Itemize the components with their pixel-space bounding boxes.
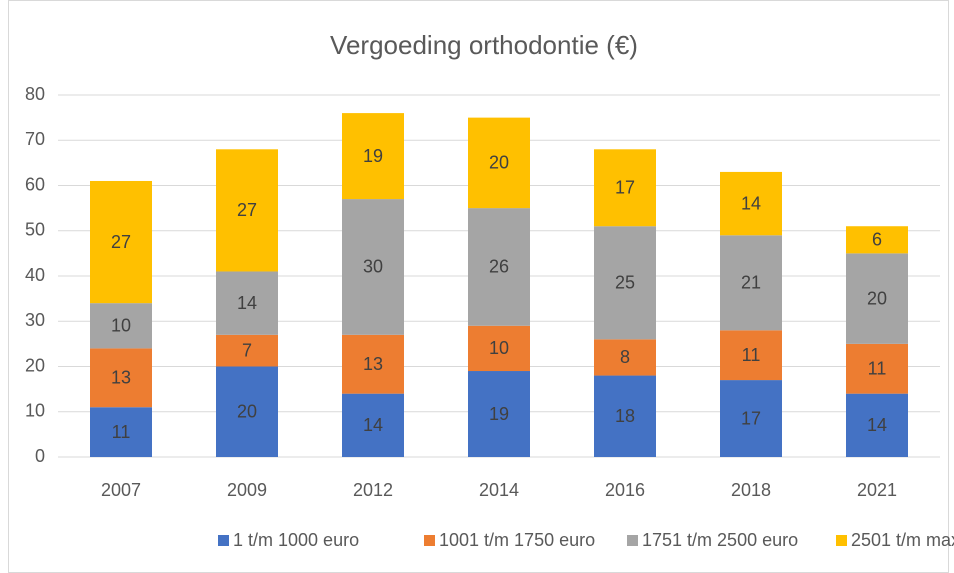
y-tick-label: 60 xyxy=(25,174,45,194)
legend-swatch xyxy=(218,535,229,546)
chart-title: Vergoeding orthodontie (€) xyxy=(330,30,638,60)
bar-segment xyxy=(594,339,656,376)
data-label: 25 xyxy=(615,273,635,293)
bar-segment xyxy=(594,149,656,227)
data-label: 26 xyxy=(489,257,509,277)
legend-swatch xyxy=(836,535,847,546)
y-tick-label: 10 xyxy=(25,401,45,421)
bar-segment xyxy=(846,226,908,254)
y-tick-label: 30 xyxy=(25,310,45,330)
data-label: 14 xyxy=(363,415,383,435)
bar-segment xyxy=(846,393,908,457)
y-tick-label: 50 xyxy=(25,220,45,240)
data-label: 14 xyxy=(867,415,887,435)
bar-segment xyxy=(468,371,530,457)
data-label: 19 xyxy=(363,146,383,166)
bar-segment xyxy=(90,303,152,349)
data-label: 14 xyxy=(741,193,761,213)
bar-segment xyxy=(720,171,782,236)
x-tick-label: 2012 xyxy=(353,480,393,500)
data-label: 13 xyxy=(363,354,383,374)
data-label: 20 xyxy=(237,402,257,422)
bar-segment xyxy=(468,117,530,209)
data-label: 11 xyxy=(112,422,131,442)
legend-label: 1 t/m 1000 euro xyxy=(233,530,359,550)
data-label: 20 xyxy=(489,153,509,173)
legend-label: 2501 t/m max euro xyxy=(851,530,954,550)
bar-segment xyxy=(342,113,404,200)
bar-segment xyxy=(594,226,656,340)
bar-segment xyxy=(720,380,782,457)
bar-segment xyxy=(846,343,908,394)
bar-segment xyxy=(216,271,278,335)
x-tick-label: 2018 xyxy=(731,480,771,500)
bar-segment xyxy=(342,393,404,457)
data-label: 30 xyxy=(363,257,383,277)
bar-segment xyxy=(846,253,908,344)
data-label: 13 xyxy=(111,368,131,388)
data-label: 14 xyxy=(237,293,257,313)
y-tick-label: 40 xyxy=(25,265,45,285)
legend-swatch xyxy=(424,535,435,546)
bar-segment xyxy=(342,334,404,394)
data-label: 6 xyxy=(872,230,882,250)
x-tick-label: 2014 xyxy=(479,480,519,500)
bar-segment xyxy=(216,366,278,457)
data-label: 19 xyxy=(489,404,509,424)
data-label: 18 xyxy=(615,406,635,426)
data-label: 27 xyxy=(111,232,131,252)
legend-label: 1001 t/m 1750 euro xyxy=(439,530,595,550)
data-label: 20 xyxy=(867,288,887,308)
y-tick-label: 70 xyxy=(25,129,45,149)
bar-segment xyxy=(468,325,530,372)
data-label: 8 xyxy=(620,347,630,367)
data-label: 21 xyxy=(741,273,761,293)
data-label: 7 xyxy=(242,340,252,360)
bar-segment xyxy=(90,348,152,408)
data-label: 10 xyxy=(111,316,131,336)
bar-segment xyxy=(468,208,530,326)
data-label: 10 xyxy=(489,338,509,358)
y-tick-label: 0 xyxy=(35,446,45,466)
bar-segment xyxy=(216,334,278,367)
data-label: 11 xyxy=(742,345,761,365)
x-tick-label: 2021 xyxy=(857,480,897,500)
x-tick-label: 2009 xyxy=(227,480,267,500)
data-label: 27 xyxy=(237,200,257,220)
x-tick-label: 2016 xyxy=(605,480,645,500)
legend-label: 1751 t/m 2500 euro xyxy=(642,530,798,550)
y-tick-label: 20 xyxy=(25,355,45,375)
data-label: 17 xyxy=(615,178,635,198)
bar-segment xyxy=(342,199,404,335)
bar-segment xyxy=(90,180,152,304)
bar-segment xyxy=(720,330,782,381)
bar-segment xyxy=(90,407,152,457)
y-tick-label: 80 xyxy=(25,84,45,104)
data-label: 17 xyxy=(741,408,761,428)
data-label: 11 xyxy=(868,359,887,379)
bar-segment xyxy=(594,375,656,457)
bar-segment xyxy=(720,235,782,331)
bar-segment xyxy=(216,149,278,272)
legend-swatch xyxy=(627,535,638,546)
x-tick-label: 2007 xyxy=(101,480,141,500)
